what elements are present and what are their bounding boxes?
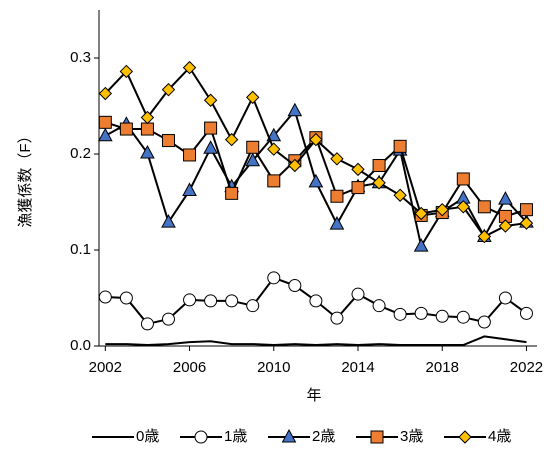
marker — [351, 181, 365, 195]
marker — [351, 162, 365, 177]
marker — [98, 115, 112, 129]
marker — [329, 216, 345, 230]
marker — [204, 121, 218, 135]
x-tick-label: 2002 — [89, 359, 122, 376]
marker — [266, 127, 282, 142]
marker — [477, 229, 492, 244]
marker — [435, 309, 449, 323]
marker — [498, 219, 513, 233]
marker — [182, 182, 197, 196]
marker — [225, 294, 239, 308]
legend-label: 0歳 — [136, 428, 159, 445]
marker — [246, 90, 260, 105]
marker — [330, 152, 344, 166]
marker — [246, 299, 260, 313]
marker — [330, 311, 344, 325]
marker — [309, 294, 323, 308]
legend-label: 1歳 — [224, 428, 247, 445]
x-tick-label: 2022 — [510, 359, 543, 376]
marker — [161, 312, 175, 326]
marker — [477, 200, 491, 214]
y-axis-title: 漁獲係数（F） — [17, 128, 34, 227]
marker — [309, 132, 323, 147]
marker — [498, 291, 512, 305]
marker — [182, 60, 197, 75]
marker — [288, 158, 302, 173]
marker — [267, 271, 281, 285]
marker — [330, 189, 344, 203]
marker — [414, 206, 428, 221]
legend-label: 2歳 — [312, 428, 335, 445]
marker — [281, 428, 297, 443]
marker — [183, 293, 197, 307]
marker — [245, 152, 261, 167]
marker — [351, 287, 365, 301]
y-tick-label: 0.3 — [70, 49, 91, 66]
marker — [413, 238, 429, 252]
marker — [393, 139, 407, 153]
marker — [203, 140, 218, 154]
marker — [287, 102, 303, 117]
marker — [267, 142, 281, 156]
marker — [204, 294, 218, 308]
marker — [519, 306, 533, 320]
marker — [456, 310, 470, 324]
marker — [98, 86, 113, 101]
marker — [224, 132, 239, 147]
x-tick-label: 2018 — [426, 359, 459, 376]
marker — [435, 202, 449, 217]
marker — [288, 279, 302, 293]
legend-label: 4歳 — [488, 428, 511, 445]
x-axis-title: 年 — [306, 387, 321, 404]
y-tick-label: 0.0 — [70, 337, 91, 354]
y-tick-label: 0.1 — [70, 241, 91, 258]
marker — [194, 430, 208, 444]
marker — [140, 144, 155, 159]
marker — [119, 64, 134, 79]
marker — [414, 306, 428, 320]
marker — [140, 317, 154, 331]
marker — [119, 122, 133, 136]
marker — [477, 315, 491, 329]
series-line — [105, 335, 527, 347]
marker — [393, 188, 407, 202]
marker — [161, 214, 176, 228]
marker — [458, 430, 472, 444]
marker — [267, 174, 281, 188]
marker — [498, 191, 513, 205]
marker — [519, 203, 533, 217]
marker — [119, 291, 133, 305]
marker — [456, 200, 471, 214]
x-tick-label: 2006 — [173, 359, 206, 376]
y-tick-label: 0.2 — [70, 145, 91, 162]
marker — [161, 134, 175, 148]
marker — [308, 173, 324, 188]
marker — [97, 127, 113, 142]
marker — [161, 82, 176, 97]
marker — [393, 307, 407, 321]
marker — [372, 176, 386, 190]
marker — [140, 122, 154, 136]
marker — [456, 172, 470, 186]
marker — [372, 159, 386, 173]
marker — [98, 290, 112, 304]
marker — [183, 148, 197, 162]
legend-label: 3歳 — [400, 428, 423, 445]
marker — [372, 299, 386, 313]
marker — [140, 110, 155, 125]
marker — [370, 430, 384, 444]
x-tick-label: 2014 — [341, 359, 374, 376]
marker — [519, 216, 534, 230]
x-tick-label: 2010 — [257, 359, 290, 376]
marker — [225, 186, 239, 200]
marker — [203, 93, 218, 107]
marker — [246, 140, 260, 154]
